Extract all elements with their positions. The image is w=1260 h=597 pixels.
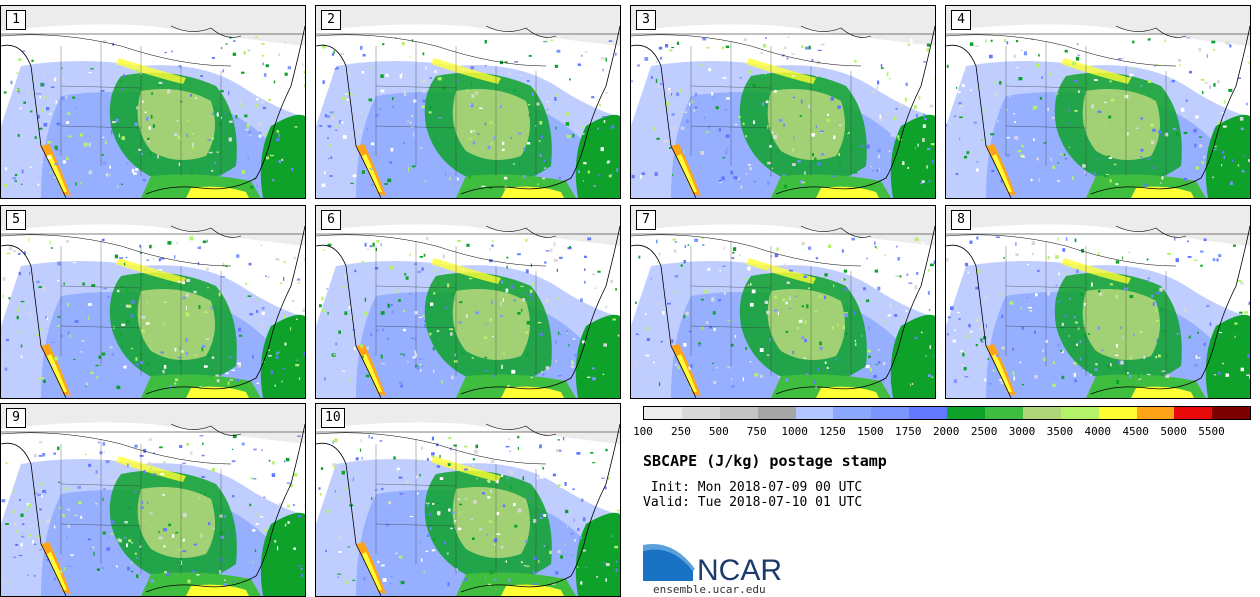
panel-number: 10 xyxy=(321,408,345,428)
colorbar-swatch xyxy=(1174,407,1213,419)
sbcape-map xyxy=(946,6,1250,198)
map-panel-7: 7 xyxy=(630,205,936,399)
colorbar-swatch xyxy=(1060,407,1099,419)
sbcape-map xyxy=(631,6,935,198)
colorbar-swatch xyxy=(644,407,682,419)
colorbar-tick-label: 1250 xyxy=(819,425,846,438)
colorbar-swatch xyxy=(1136,407,1175,419)
sbcape-map xyxy=(946,206,1250,398)
sbcape-map xyxy=(631,206,935,398)
map-panel-10: 10 xyxy=(315,403,621,597)
sbcape-map xyxy=(1,206,305,398)
site-url: ensemble.ucar.edu xyxy=(653,583,766,596)
map-panel-1: 1 xyxy=(0,5,306,199)
panel-number: 6 xyxy=(321,210,341,230)
panel-number: 5 xyxy=(6,210,26,230)
colorbar xyxy=(643,406,1252,420)
panel-number: 1 xyxy=(6,10,26,30)
colorbar-swatch xyxy=(909,407,948,419)
map-panel-6: 6 xyxy=(315,205,621,399)
sbcape-map xyxy=(1,6,305,198)
map-panel-3: 3 xyxy=(630,5,936,199)
colorbar-tick-label: 5000 xyxy=(1160,425,1187,438)
sbcape-map xyxy=(316,404,620,596)
colorbar-tick-label: 2000 xyxy=(932,425,960,438)
colorbar-swatch xyxy=(985,407,1023,419)
colorbar-tick-label: 4000 xyxy=(1084,425,1112,438)
map-panel-9: 9 xyxy=(0,403,306,597)
panel-number: 9 xyxy=(6,408,26,428)
colorbar-swatch xyxy=(681,407,720,419)
colorbar-swatch xyxy=(795,407,834,419)
colorbar-swatch xyxy=(871,407,910,419)
figure-title: SBCAPE (J/kg) postage stamp xyxy=(643,452,887,470)
init-time: Init: Mon 2018-07-09 00 UTC xyxy=(643,480,863,495)
panel-number: 7 xyxy=(636,210,656,230)
colorbar-tick-label: 100 xyxy=(633,425,653,438)
map-panel-5: 5 xyxy=(0,205,306,399)
colorbar-tick-label: 500 xyxy=(708,425,729,438)
logo-text: NCAR xyxy=(697,554,782,583)
colorbar-tick-label: 1000 xyxy=(781,425,808,438)
map-panel-4: 4 xyxy=(945,5,1251,199)
map-panel-2: 2 xyxy=(315,5,621,199)
sbcape-map xyxy=(316,206,620,398)
panel-number: 8 xyxy=(951,210,971,230)
ncar-logo: NCAR xyxy=(643,544,782,583)
colorbar-tick-label: 3000 xyxy=(1008,425,1036,438)
map-panel-8: 8 xyxy=(945,205,1251,399)
colorbar-tick-label: 4500 xyxy=(1122,425,1149,438)
panel-number: 2 xyxy=(321,10,341,30)
colorbar-tick-label: 750 xyxy=(746,425,767,438)
panel-number: 4 xyxy=(951,10,971,30)
valid-time: Valid: Tue 2018-07-10 01 UTC xyxy=(643,495,863,510)
colorbar-tick-label: 1750 xyxy=(895,425,922,438)
colorbar-tick-label: 250 xyxy=(670,425,691,438)
colorbar-swatch xyxy=(757,407,796,419)
colorbar-swatch xyxy=(833,407,872,419)
panel-number: 3 xyxy=(636,10,656,30)
colorbar-swatch xyxy=(719,407,758,419)
colorbar-tick-label: 3500 xyxy=(1046,425,1074,438)
sbcape-map xyxy=(316,6,620,198)
colorbar-tick-label: 5500 xyxy=(1198,425,1225,438)
sbcape-map xyxy=(1,404,305,596)
colorbar-tick-label: 2500 xyxy=(970,425,998,438)
colorbar-swatch xyxy=(1022,407,1061,419)
colorbar-swatch xyxy=(1098,407,1137,419)
colorbar-swatch xyxy=(947,407,986,419)
colorbar-tick-label: 1500 xyxy=(857,425,884,438)
colorbar-swatch xyxy=(1212,407,1251,419)
